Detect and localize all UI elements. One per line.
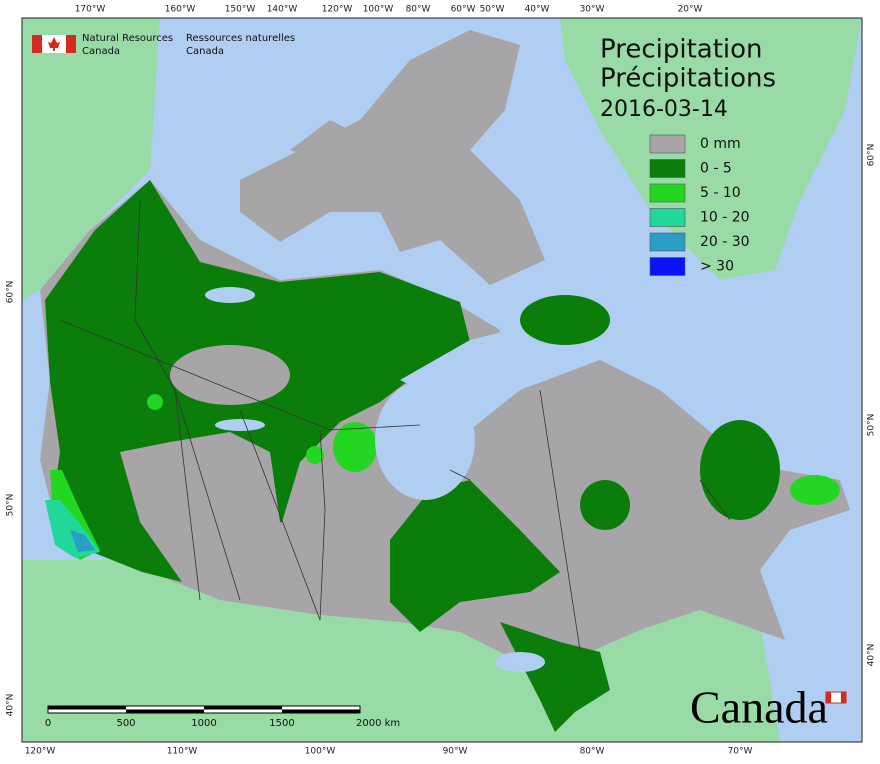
wordmark: Canada xyxy=(690,682,847,733)
frame xyxy=(21,17,863,743)
alaska xyxy=(22,18,160,300)
legend-swatch xyxy=(649,134,686,154)
latitude-label: 50°N xyxy=(867,414,877,437)
graticule-labels: 170°W 160°W 150°W 140°W 120°W 100°W 80°W 60°W 50… xyxy=(6,5,877,757)
scale-bar: 0 500 1000 1500 2000 km xyxy=(45,705,400,729)
hudson-bay xyxy=(400,330,520,420)
arctic-island xyxy=(290,120,360,160)
longitude-label: 70°W xyxy=(728,747,753,757)
wordmark-flag-bar xyxy=(826,692,831,703)
latitude-label: 40°N xyxy=(867,644,877,667)
legend-label: 5 - 10 xyxy=(700,185,741,201)
scale-label: 0 xyxy=(45,718,51,729)
precip-spot xyxy=(333,422,377,472)
dry-area xyxy=(170,345,290,405)
longitude-label: 120°W xyxy=(322,5,353,15)
longitude-label: 30°W xyxy=(580,5,605,15)
legend-swatch xyxy=(649,208,686,227)
latitude-label: 60°N xyxy=(6,281,16,304)
precip-labrador xyxy=(700,420,780,520)
longitude-label: 100°W xyxy=(363,5,394,15)
header-text: Canada xyxy=(82,46,120,57)
title: Precipitation xyxy=(600,35,763,65)
scale-label: 500 xyxy=(116,718,135,729)
legend-swatch xyxy=(649,232,686,252)
scale-segment xyxy=(282,709,360,713)
longitude-label: 40°W xyxy=(525,5,550,15)
legend-label: 0 - 5 xyxy=(700,161,732,177)
legend-label: 0 mm xyxy=(700,136,741,152)
precip-south-ontario xyxy=(500,622,610,732)
longitude-label: 160°W xyxy=(165,5,196,15)
scale-label: 1000 xyxy=(191,718,216,729)
precip-spot xyxy=(147,394,163,410)
arctic-islands xyxy=(240,30,545,285)
dry-area xyxy=(120,432,280,600)
logo: Natural Resources Canada Ressources natu… xyxy=(32,33,295,57)
legend-swatch xyxy=(649,257,686,276)
maple-leaf xyxy=(48,37,60,51)
precip-baffin xyxy=(520,295,610,345)
flag-bar xyxy=(66,35,76,53)
flag-bar xyxy=(32,35,42,53)
province-borders xyxy=(59,199,731,651)
great-lakes xyxy=(495,652,545,672)
wordmark-text: Canada xyxy=(690,682,828,733)
longitude-label: 60°W xyxy=(451,5,476,15)
lake xyxy=(205,287,255,303)
legend-label: 10 - 20 xyxy=(700,210,750,226)
scale-label: 1500 xyxy=(269,718,294,729)
header-text: Natural Resources xyxy=(82,33,173,44)
scale-segment xyxy=(126,709,204,713)
longitude-label: 140°W xyxy=(267,5,298,15)
longitude-label: 50°W xyxy=(480,5,505,15)
legend-label: 20 - 30 xyxy=(700,234,750,250)
scale-label: 2000 km xyxy=(356,718,400,729)
precip-quebec xyxy=(580,480,630,530)
scale-segment xyxy=(204,706,282,710)
longitude-label: 120°W xyxy=(25,747,56,757)
title: Précipitations xyxy=(600,64,776,94)
precip-ontario xyxy=(390,480,560,632)
latitude-label: 50°N xyxy=(6,494,16,517)
legend-swatch xyxy=(649,159,686,178)
longitude-label: 90°W xyxy=(443,747,468,757)
legend-swatch xyxy=(649,183,686,203)
latitude-label: 60°N xyxy=(867,144,877,167)
legend-label: > 30 xyxy=(700,259,734,275)
greenland xyxy=(560,18,862,280)
longitude-label: 80°W xyxy=(406,5,431,15)
map-body xyxy=(22,18,862,742)
longitude-label: 170°W xyxy=(75,5,106,15)
precip-spot xyxy=(306,446,324,464)
precip-bc-coast xyxy=(70,530,95,552)
precip-nfld xyxy=(790,475,840,505)
longitude-label: 110°W xyxy=(167,747,198,757)
scale-segment xyxy=(48,706,126,710)
date: 2016-03-14 xyxy=(600,97,728,122)
lake xyxy=(215,419,265,431)
longitude-label: 100°W xyxy=(305,747,336,757)
longitude-label: 150°W xyxy=(225,5,256,15)
longitude-label: 80°W xyxy=(580,747,605,757)
legend: 0 mm 0 - 5 5 - 10 10 - 20 20 - 30 > 30 xyxy=(649,134,750,276)
header-text: Canada xyxy=(186,46,224,57)
latitude-label: 40°N xyxy=(6,694,16,717)
header-text: Ressources naturelles xyxy=(186,33,295,44)
wordmark-flag-bar xyxy=(841,692,846,703)
longitude-label: 20°W xyxy=(678,5,703,15)
